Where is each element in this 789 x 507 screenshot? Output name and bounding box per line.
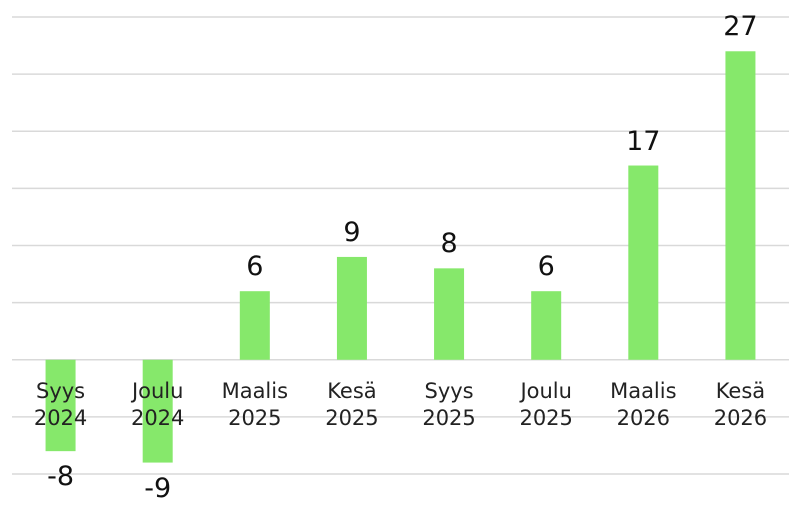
x-tick-label: Syys 2025: [422, 378, 476, 430]
value-label: 17: [626, 125, 661, 157]
bar: [336, 256, 367, 360]
bar: [725, 51, 756, 360]
bar: [239, 291, 270, 360]
bar: [628, 165, 659, 360]
x-tick-label: Joulu 2025: [519, 378, 573, 430]
bar: [142, 359, 173, 463]
bar: [45, 359, 76, 452]
value-label: 8: [440, 228, 458, 260]
x-tick-label: Syys 2024: [33, 378, 88, 430]
value-label: 9: [343, 216, 361, 248]
value-label: 6: [246, 251, 264, 283]
x-tick-label: Maalis 2025: [221, 378, 289, 430]
value-label: 27: [723, 11, 758, 43]
value-label: 6: [537, 251, 555, 283]
value-label: -9: [144, 472, 172, 504]
x-tick-label: Maalis 2026: [610, 378, 677, 430]
x-tick-label: Kesä 2025: [325, 378, 379, 430]
bar: [434, 268, 465, 360]
value-label: -8: [47, 461, 75, 493]
x-tick-label: Joulu 2024: [130, 378, 185, 430]
bar: [531, 291, 562, 360]
x-tick-label: Kesä 2026: [713, 378, 768, 430]
